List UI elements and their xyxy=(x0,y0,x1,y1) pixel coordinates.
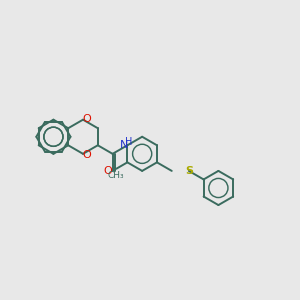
Text: N: N xyxy=(120,140,129,150)
Text: CH₃: CH₃ xyxy=(107,171,124,180)
Text: S: S xyxy=(185,166,193,176)
Text: H: H xyxy=(124,137,132,147)
Text: O: O xyxy=(82,114,91,124)
Text: O: O xyxy=(82,150,91,160)
Text: O: O xyxy=(103,166,112,176)
